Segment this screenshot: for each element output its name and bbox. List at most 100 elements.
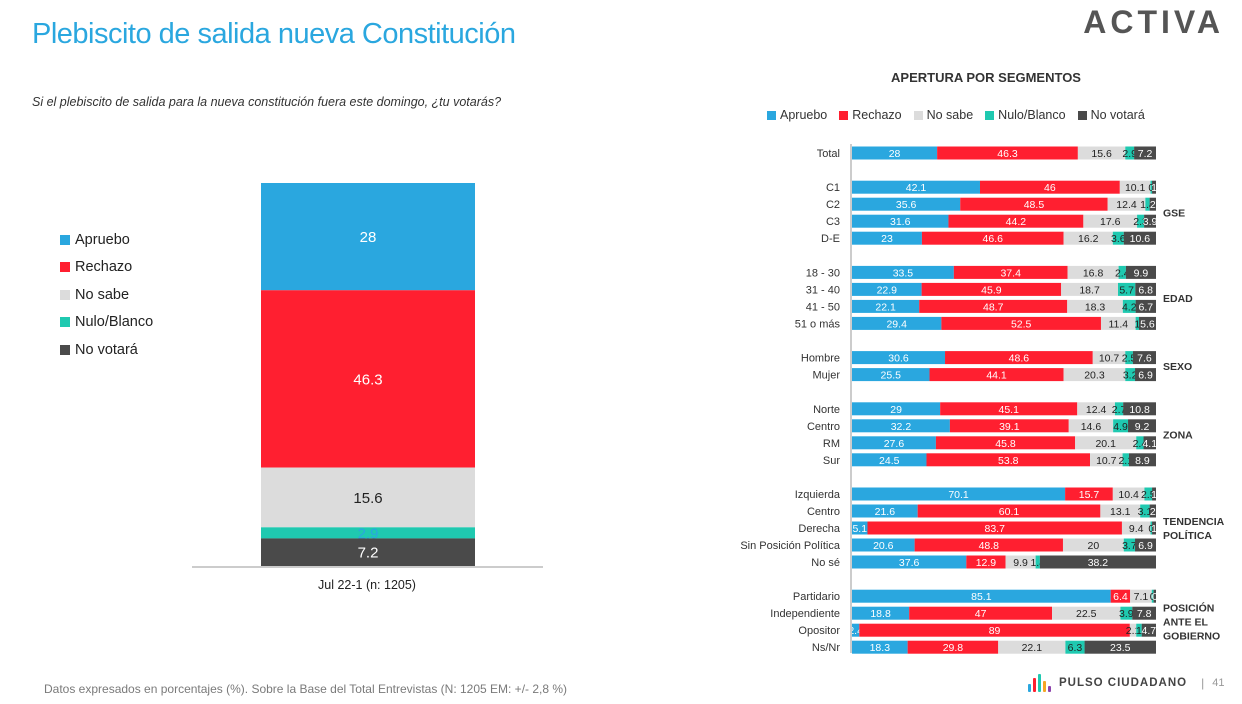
segment-bar-rechazo bbox=[929, 368, 1064, 382]
segment-data-label: 27.6 bbox=[884, 438, 905, 450]
segment-bar-nosabe bbox=[1052, 606, 1121, 620]
segment-row-label: Izquierda bbox=[795, 489, 841, 501]
segment-data-label: 85.1 bbox=[971, 591, 992, 603]
segment-bar-apruebo bbox=[852, 214, 949, 228]
segment-row-label: Centro bbox=[807, 421, 840, 433]
segment-row-label: D-E bbox=[821, 233, 840, 245]
segment-data-label: 14.6 bbox=[1081, 421, 1102, 433]
segment-bar-nuloblanco bbox=[1150, 180, 1153, 194]
segment-bar-novotar bbox=[1084, 640, 1156, 654]
segment-bar-nosabe bbox=[1067, 299, 1123, 313]
segment-data-label: 39.1 bbox=[999, 421, 1020, 433]
segment-bar-nosabe bbox=[1112, 487, 1145, 501]
main-bar-segment bbox=[261, 538, 475, 566]
segment-group-label: GOBIERNO bbox=[1163, 631, 1220, 643]
segment-bar-rechazo bbox=[966, 555, 1006, 569]
segment-bar-rechazo bbox=[940, 402, 1078, 416]
segment-data-label: 47 bbox=[975, 608, 987, 620]
segment-data-label: 20.6 bbox=[873, 540, 894, 552]
segment-data-label: 12.9 bbox=[976, 557, 997, 569]
legend-swatch bbox=[985, 110, 995, 120]
segment-bar-nosabe bbox=[1121, 521, 1151, 535]
segment-row-label: Total bbox=[817, 148, 840, 160]
segment-bar-rechazo bbox=[937, 146, 1078, 160]
segment-data-label: 16.2 bbox=[1078, 233, 1099, 245]
segment-data-label: 18.3 bbox=[1085, 301, 1106, 313]
brand-name: PULSO CIUDADANO bbox=[1059, 677, 1188, 689]
segment-bar-nuloblanco bbox=[1144, 487, 1153, 501]
segment-bar-nuloblanco bbox=[1112, 231, 1124, 245]
legend-item-apruebo: Apruebo bbox=[767, 108, 827, 122]
segment-data-label: 10.1 bbox=[1125, 182, 1146, 194]
segment-data-label: 89 bbox=[989, 625, 1001, 637]
segment-bar-rechazo bbox=[926, 453, 1091, 467]
segment-data-label: 24.5 bbox=[879, 455, 900, 467]
segment-row-label: Opositor bbox=[798, 625, 840, 637]
segment-data-label: 11.4 bbox=[1108, 318, 1128, 330]
segment-data-label: 20 bbox=[1088, 540, 1100, 552]
main-bar-data-label: 15.6 bbox=[353, 490, 382, 507]
segment-data-label: 29.4 bbox=[886, 318, 907, 330]
segment-data-label: 53.8 bbox=[998, 455, 1019, 467]
legend-label: Apruebo bbox=[75, 231, 130, 248]
segment-bar-nuloblanco bbox=[1114, 402, 1124, 416]
segment-row-label: 18 - 30 bbox=[806, 267, 840, 279]
segment-bar-apruebo bbox=[852, 419, 950, 433]
segment-bar-nuloblanco bbox=[1035, 555, 1040, 569]
legend-swatch bbox=[1077, 110, 1087, 120]
segment-bar-nosabe bbox=[1075, 436, 1137, 450]
segment-row-label: 31 - 40 bbox=[806, 284, 840, 296]
segment-bar-apruebo bbox=[852, 282, 922, 296]
segment-bar-rechazo bbox=[914, 538, 1063, 552]
segment-bar-nosabe bbox=[1005, 555, 1036, 569]
segment-bar-nuloblanco bbox=[1150, 521, 1153, 535]
segment-data-label: 18.8 bbox=[870, 608, 891, 620]
main-x-tick-label: Jul 22-1 (n: 1205) bbox=[318, 578, 416, 592]
segment-bar-apruebo bbox=[852, 436, 936, 450]
main-bar-segment bbox=[261, 290, 475, 468]
segment-bar-nosabe bbox=[1063, 231, 1113, 245]
segment-bar-novotar bbox=[1152, 521, 1156, 535]
segment-data-label: 23 bbox=[881, 233, 893, 245]
segment-data-label: 4.7 bbox=[1142, 625, 1157, 637]
legend-label: Nulo/Blanco bbox=[75, 314, 154, 331]
legend-swatch bbox=[60, 262, 70, 273]
legend-item-rechazo: Rechazo bbox=[60, 254, 153, 282]
segment-bar-nosabe bbox=[1107, 197, 1146, 211]
segment-bar-novotar bbox=[1143, 436, 1156, 450]
segment-bar-rechazo bbox=[945, 351, 1093, 365]
segment-data-label: 16.8 bbox=[1083, 267, 1104, 279]
segment-bar-novotar bbox=[1152, 487, 1156, 501]
segment-data-label: 3.2 bbox=[1123, 370, 1138, 382]
segment-data-label: 0 bbox=[1152, 591, 1158, 603]
segment-bar-apruebo bbox=[852, 538, 915, 552]
main-bar-segment bbox=[261, 527, 475, 539]
segment-row-label: Norte bbox=[813, 404, 840, 416]
segment-data-label: 32.2 bbox=[891, 421, 912, 433]
segment-bar-apruebo bbox=[852, 521, 868, 535]
segment-row-label: Centro bbox=[807, 506, 840, 518]
segment-data-label: 0 bbox=[1148, 523, 1154, 535]
segment-data-label: 20.3 bbox=[1084, 370, 1105, 382]
legend-label: Rechazo bbox=[852, 108, 902, 122]
segment-bar-apruebo bbox=[852, 146, 938, 160]
segment-bar-novotar bbox=[1138, 316, 1156, 330]
segment-row-label: Ns/Nr bbox=[812, 642, 840, 654]
segment-bar-rechazo bbox=[909, 606, 1053, 620]
segment-bar-novotar bbox=[1135, 368, 1156, 382]
segment-data-label: 25.5 bbox=[881, 370, 902, 382]
segment-bar-rechazo bbox=[921, 282, 1062, 296]
segment-data-label: 45.8 bbox=[995, 438, 1016, 450]
segment-data-label: 22.9 bbox=[877, 284, 898, 296]
segment-data-label: 46 bbox=[1044, 182, 1056, 194]
segment-group-label: ZONA bbox=[1163, 429, 1193, 441]
segment-bar-rechazo bbox=[941, 316, 1101, 330]
segment-bar-apruebo bbox=[852, 504, 918, 518]
segment-row-label: C3 bbox=[826, 216, 840, 228]
main-bar-data-label: 46.3 bbox=[353, 371, 382, 388]
segment-row-label: C1 bbox=[826, 182, 840, 194]
segment-row-label: 51 o más bbox=[795, 318, 841, 330]
segment-data-label: 2.5 bbox=[1141, 489, 1156, 501]
segment-group-label: SEXO bbox=[1163, 361, 1192, 373]
segment-data-label: 7.6 bbox=[1137, 353, 1152, 365]
